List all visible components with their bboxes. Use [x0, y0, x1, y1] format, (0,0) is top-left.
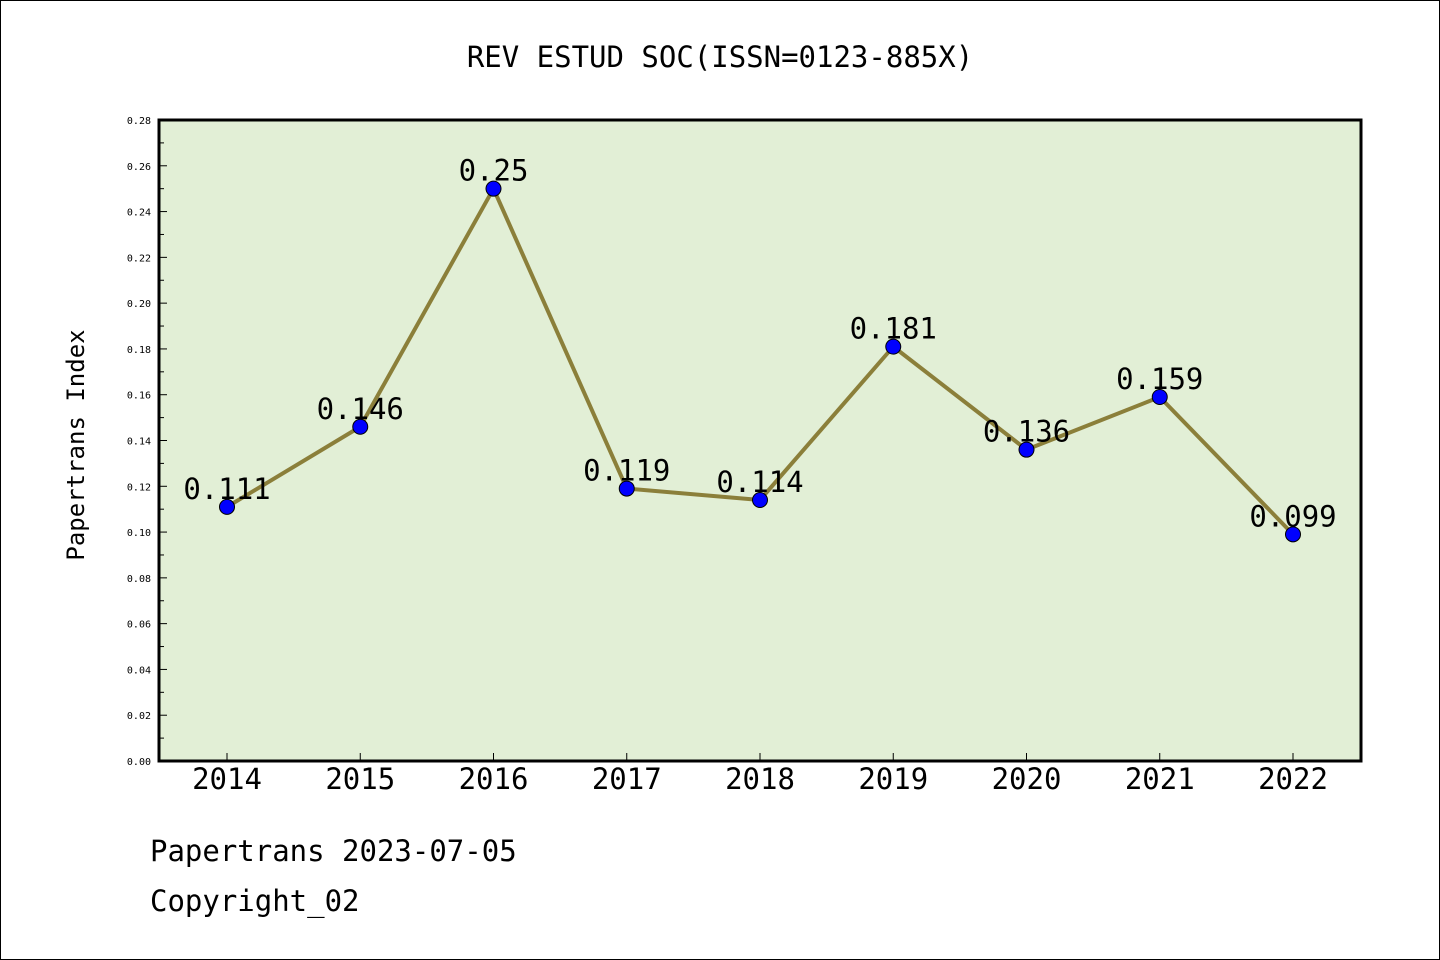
y-tick-label: 0.26 — [127, 162, 151, 173]
y-axis: 0.00 0.02 0.04 0.06 0.08 0.10 0.12 0.14 0.16 0.18… — [127, 116, 167, 768]
y-tick-label: 0.06 — [127, 620, 151, 631]
y-tick-label: 0.20 — [127, 299, 151, 310]
data-label: 0.114 — [716, 465, 803, 499]
y-tick-label: 0.18 — [127, 345, 151, 356]
data-point-marker — [352, 418, 369, 435]
data-point-marker — [1151, 389, 1168, 406]
x-tick-label: 2022 — [1258, 762, 1328, 796]
data-point-marker — [219, 498, 235, 515]
y-tick-label: 0.22 — [127, 253, 151, 264]
x-tick-label: 2018 — [725, 762, 795, 796]
y-tick-label: 0.08 — [127, 574, 151, 585]
y-tick-label: 0.10 — [127, 528, 151, 539]
data-label: 0.099 — [1249, 499, 1336, 533]
data-point-marker — [1018, 441, 1035, 458]
data-label: 0.136 — [983, 415, 1070, 449]
data-point-marker — [752, 492, 768, 509]
y-tick-label: 0.04 — [127, 665, 151, 676]
chart-title: REV ESTUD SOC(ISSN=0123-885X) — [467, 40, 973, 74]
data-label-layer: 0.111 0.146 0.25 0.119 0.114 0.181 0.136 0.159 0… — [183, 154, 1336, 534]
y-tick-label: 0.14 — [127, 437, 151, 448]
x-tick-label: 2019 — [858, 762, 928, 796]
series-layer — [219, 180, 1301, 543]
footer-copyright-line: Copyright_02 — [150, 884, 360, 918]
x-tick-label: 2014 — [192, 762, 262, 796]
x-tick-label: 2017 — [592, 762, 662, 796]
data-label: 0.181 — [850, 312, 937, 346]
footer-date-line: Papertrans 2023-07-05 — [150, 834, 517, 868]
data-label: 0.146 — [317, 392, 404, 426]
y-axis-label: Papertrans Index — [62, 329, 90, 560]
x-tick-label: 2021 — [1125, 762, 1195, 796]
x-axis: 2014 2015 2016 2017 2018 2019 2020 2021 2022 — [192, 753, 1328, 796]
data-label: 0.119 — [583, 454, 670, 488]
data-point-marker — [485, 180, 502, 197]
y-tick-label: 0.00 — [127, 757, 151, 768]
x-tick-label: 2020 — [992, 762, 1062, 796]
data-label: 0.159 — [1116, 362, 1203, 396]
data-point-marker — [618, 480, 635, 497]
y-tick-label: 0.28 — [127, 116, 151, 127]
y-tick-label: 0.12 — [127, 482, 151, 493]
plot-area — [157, 118, 1363, 763]
data-label: 0.111 — [183, 472, 270, 506]
x-tick-label: 2016 — [459, 762, 529, 796]
y-tick-label: 0.24 — [127, 208, 151, 219]
data-point-marker — [885, 338, 902, 355]
data-point-marker — [1285, 526, 1301, 543]
data-label: 0.25 — [459, 154, 529, 188]
y-tick-label: 0.16 — [127, 391, 151, 402]
y-tick-label: 0.02 — [127, 711, 151, 722]
x-tick-label: 2015 — [325, 762, 395, 796]
